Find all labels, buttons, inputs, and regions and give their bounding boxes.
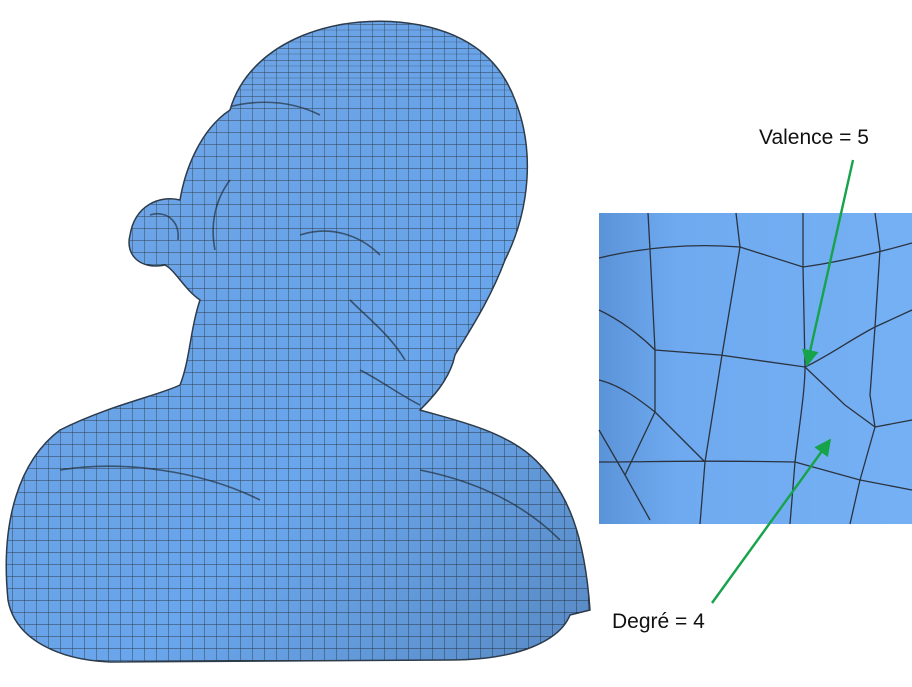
- valence-label: Valence = 5: [759, 126, 869, 149]
- valence-arrow: [802, 159, 855, 367]
- zoom-inset: [598, 212, 912, 525]
- degree-label: Degré = 4: [612, 610, 705, 633]
- degree-arrow: [711, 438, 831, 604]
- quad-mesh-bust: [5, 20, 591, 663]
